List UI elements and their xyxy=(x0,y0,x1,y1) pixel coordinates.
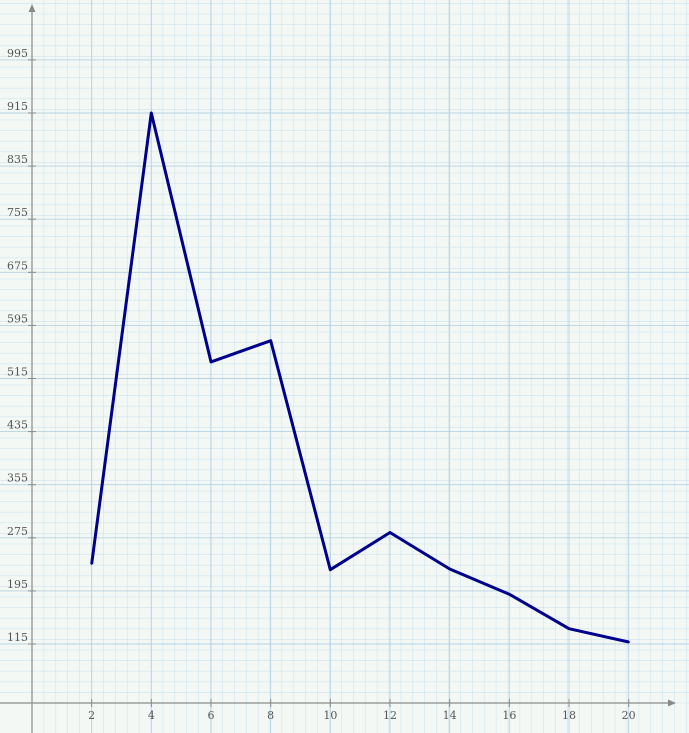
x-tick-label: 14 xyxy=(443,709,457,722)
y-tick-label: 675 xyxy=(7,259,28,272)
data-point xyxy=(567,627,571,630)
y-tick-labels: 115 195 275 355 435 515 595 675 755 835 915 995 xyxy=(7,47,28,644)
x-tick-label: 12 xyxy=(383,709,397,722)
data-point xyxy=(627,640,630,644)
x-tick-label: 10 xyxy=(323,709,337,722)
y-tick-label: 275 xyxy=(7,525,28,538)
tick-marks xyxy=(28,59,630,707)
y-tick-label: 195 xyxy=(7,578,28,591)
y-axis-arrow-icon xyxy=(28,4,36,12)
y-tick-label: 755 xyxy=(7,206,28,219)
y-tick-label: 915 xyxy=(7,100,28,113)
y-tick-label: 595 xyxy=(7,312,28,325)
data-point xyxy=(329,568,332,571)
y-tick-label: 435 xyxy=(7,419,28,432)
series-line xyxy=(90,111,630,644)
x-tick-label: 2 xyxy=(88,709,95,722)
axes xyxy=(0,4,676,733)
y-tick-label: 115 xyxy=(7,631,28,644)
x-tick-label: 18 xyxy=(562,709,576,722)
y-tick-label: 515 xyxy=(7,366,28,379)
y-tick-label: 355 xyxy=(7,472,28,485)
data-point xyxy=(269,339,272,342)
x-tick-label: 4 xyxy=(148,709,155,722)
x-tick-label: 8 xyxy=(267,709,274,722)
y-tick-label: 995 xyxy=(7,47,28,60)
y-tick-label: 835 xyxy=(7,153,28,166)
data-point xyxy=(508,593,511,596)
x-tick-label: 20 xyxy=(622,709,636,722)
x-axis-arrow-icon xyxy=(668,699,676,707)
x-tick-label: 16 xyxy=(502,709,516,722)
data-point xyxy=(209,360,213,364)
data-point xyxy=(448,567,451,571)
x-tick-label: 6 xyxy=(208,709,215,722)
data-point xyxy=(388,531,392,534)
data-point xyxy=(150,111,153,115)
data-point xyxy=(90,562,93,565)
series-group xyxy=(90,111,630,644)
x-tick-labels: 2 4 6 8 10 12 14 16 18 20 xyxy=(88,709,636,722)
